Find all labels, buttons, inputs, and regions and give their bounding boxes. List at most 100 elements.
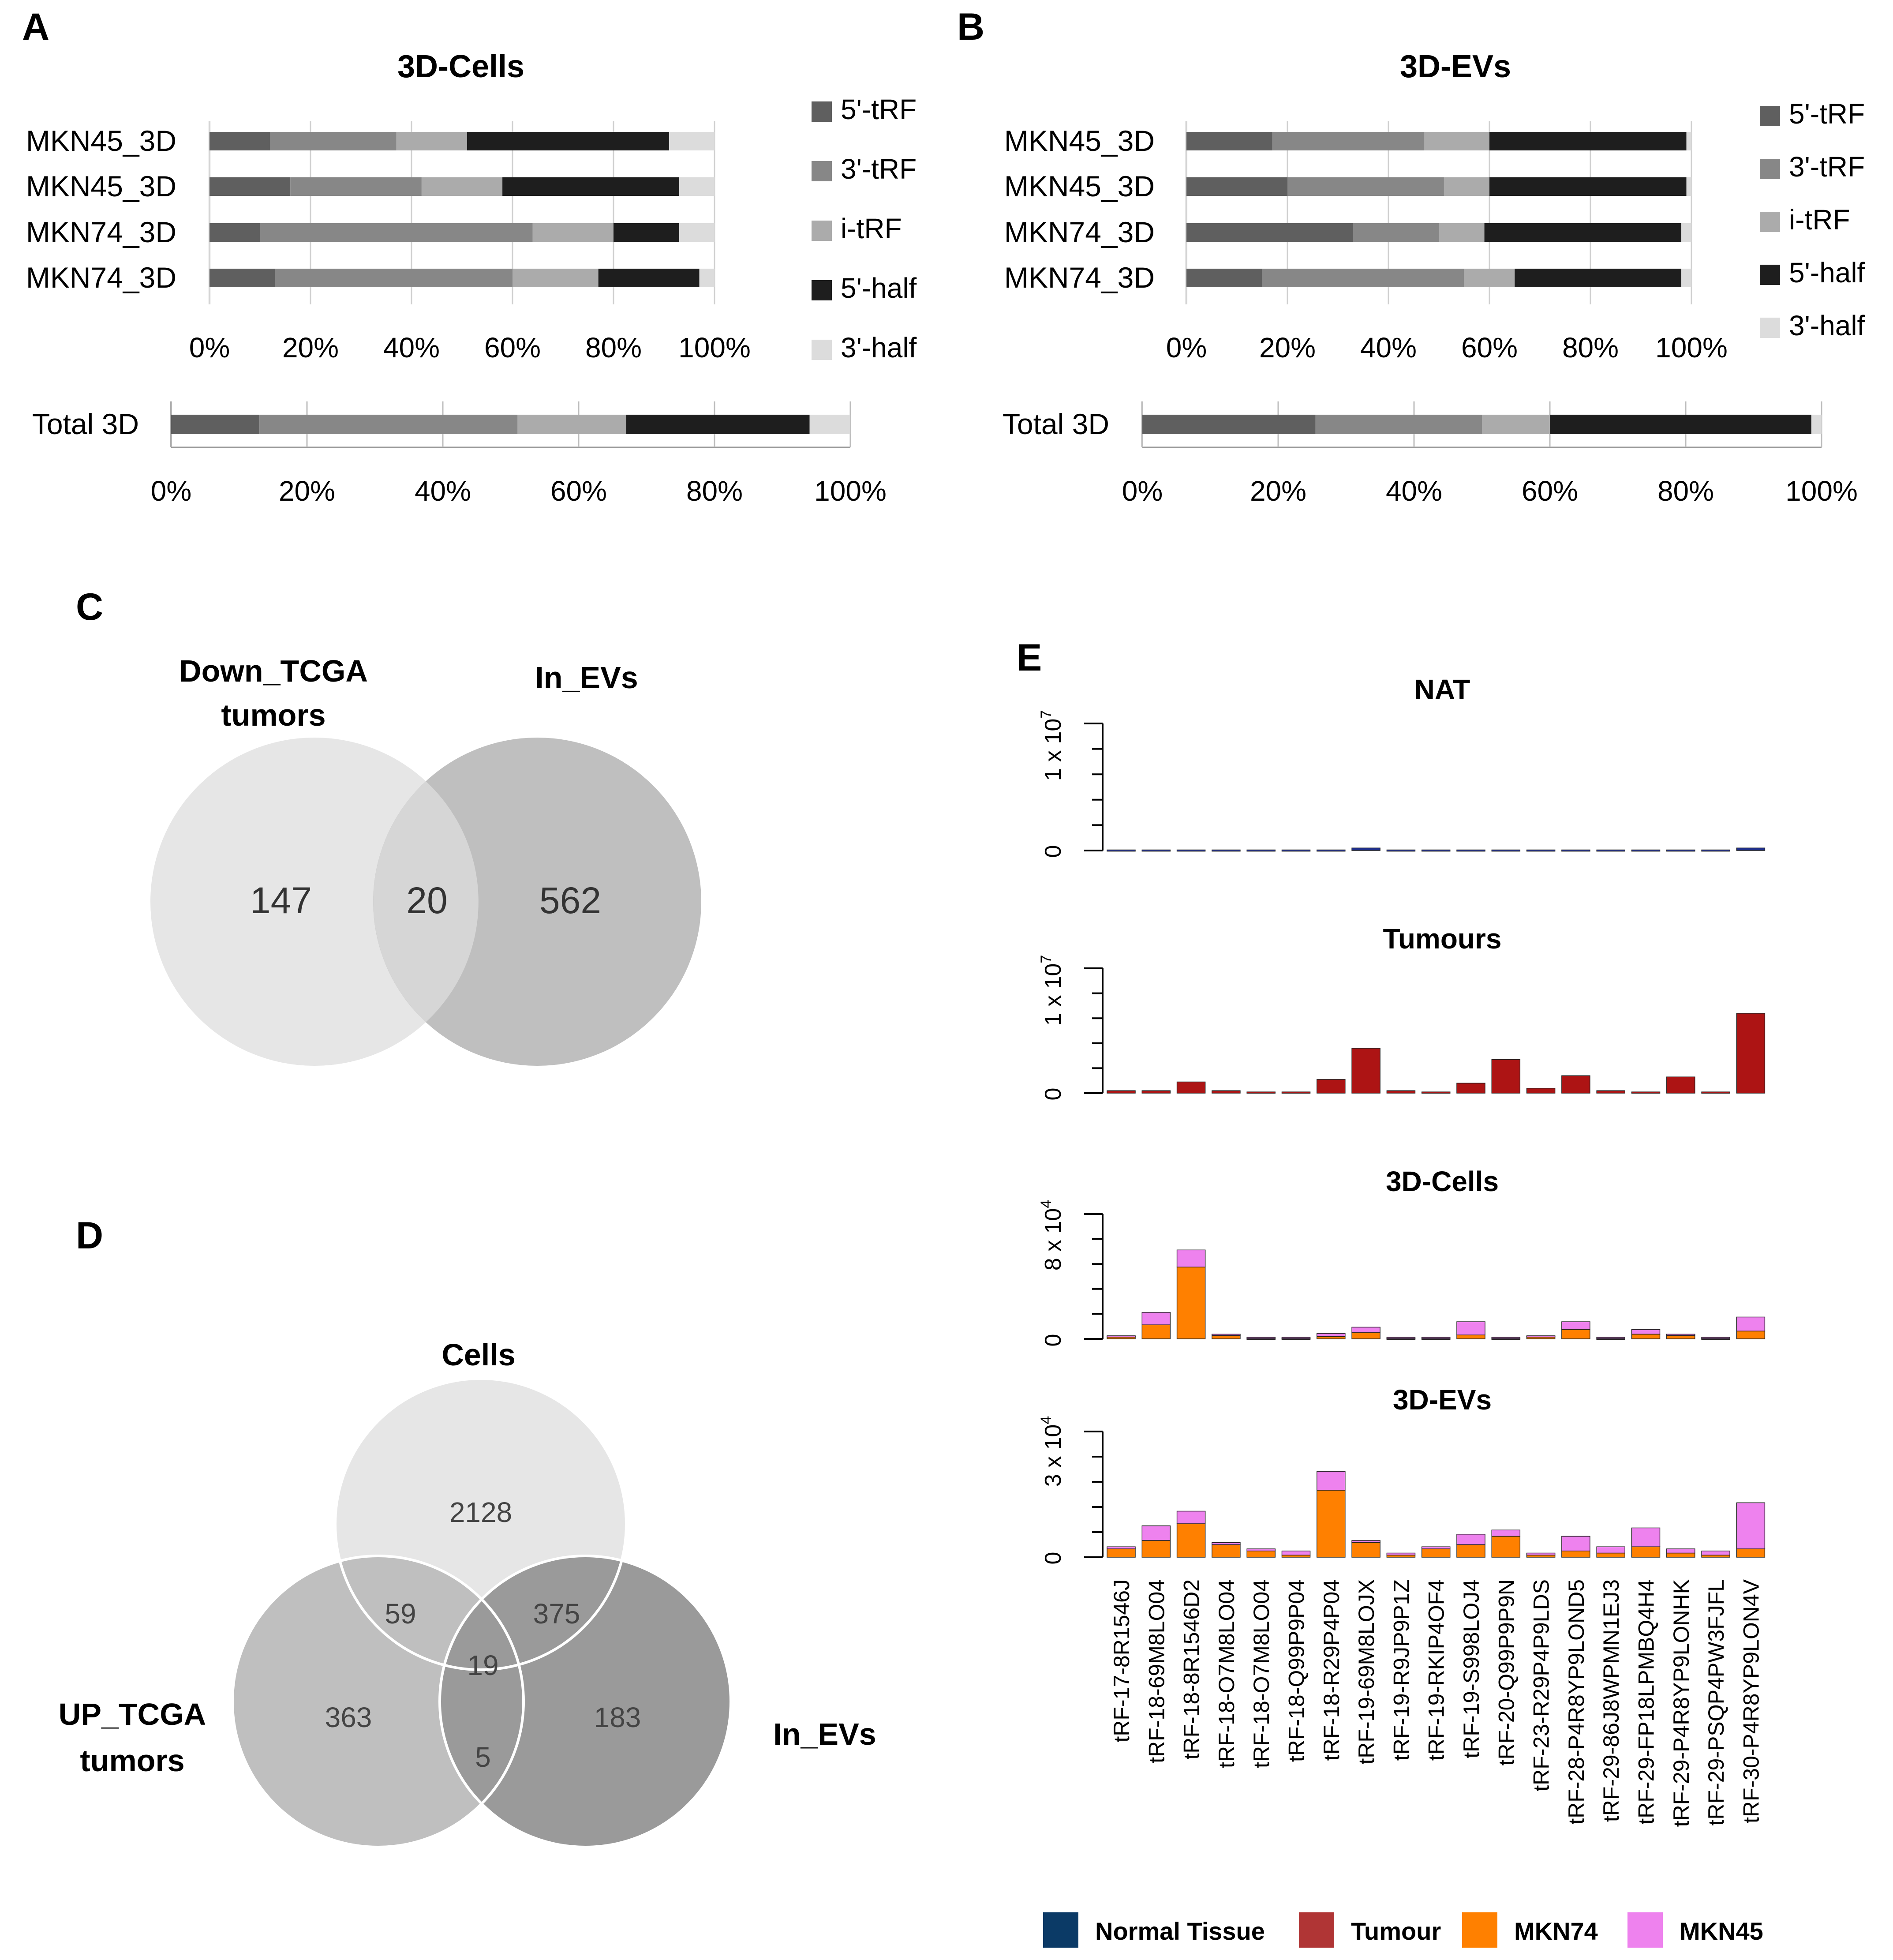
bar-segment [1176,1249,1206,1268]
total-tick-label: 100% [1785,475,1858,507]
bar-segment [1631,1527,1661,1547]
x-tick-label: 100% [678,332,751,364]
bar-segment [1686,177,1691,196]
bar-segment [1212,1544,1241,1558]
bar-segment [467,132,669,150]
legend-label: 3'-tRF [841,153,917,185]
x-category-label: tRF-19-R9JP9P1Z [1389,1579,1414,1761]
total-bar-segment [1142,415,1316,434]
bar-segment [1456,1083,1485,1094]
panel-3d-cells: 3D-Cells 0 8 x 104 [1038,1166,1766,1346]
bar-segment [1561,1321,1590,1330]
y-tick-label-max: 1 x 107 [1038,710,1066,781]
bar-segment [1701,1091,1730,1094]
panel-title: NAT [1414,674,1470,705]
panel-label-c: C [76,586,103,628]
bar-segment [1681,269,1691,287]
x-tick-label: 0% [189,332,230,364]
venn-c-set1-label-line2: tumors [221,698,325,732]
bar-segment [1666,849,1695,852]
bar-segment [1456,1321,1485,1335]
category-label: MKN45_3D [26,170,176,202]
bar-segment [1421,1337,1451,1339]
bar-segment [1596,1552,1625,1558]
x-category-label: tRF-18-Q99P9P04 [1284,1579,1309,1762]
y-tick-label-max: 3 x 104 [1038,1416,1066,1487]
bar-segment [1351,1332,1380,1339]
x-category-label: tRF-30-P4R8YP9LON4V [1739,1579,1763,1823]
bar-segment [679,223,715,242]
bar-segment [1561,1329,1590,1339]
bar-segment [1281,849,1311,852]
legend-label: 3'-half [1789,310,1865,341]
panel-label-d: D [76,1214,103,1257]
bar-segment [1141,1090,1171,1094]
bar-segment [1186,177,1287,196]
bar-segment [1515,269,1682,287]
bar-segment [210,132,270,150]
bar-segment [1631,1091,1661,1094]
legend-swatch [1043,1912,1078,1948]
bar-segment [1107,1090,1136,1094]
bar-segment [1351,1540,1380,1543]
bar-segment [1287,177,1444,196]
bar-segment [1212,1090,1241,1094]
bar-segment [1736,1502,1766,1549]
venn-d-count-center: 19 [467,1649,498,1681]
bar-segment [669,132,715,150]
bar-segment [1596,849,1625,852]
venn-d-count-right: 183 [594,1701,641,1733]
y-tick-label-zero: 0 [1040,1088,1066,1101]
bar-segment [1186,132,1272,150]
bar-segment [1526,1552,1556,1555]
total-tick-label: 80% [686,475,743,507]
venn-d-count-left-right: 5 [475,1741,491,1773]
legend-swatch [1462,1912,1497,1948]
bar-segment [1176,1523,1206,1558]
bar-segment [1456,1544,1485,1558]
x-tick-label: 60% [484,332,541,364]
x-category-label: tRF-29-P4R8YP9LONHK [1669,1579,1694,1827]
bar-segment [1212,849,1241,852]
total-tick-label: 60% [550,475,607,507]
bar-segment [1272,132,1424,150]
bar-segment [1736,1013,1766,1094]
total-tick-label: 80% [1657,475,1714,507]
bar-segment [699,269,715,287]
legend-swatch [812,280,832,300]
bar-segment [1489,177,1687,196]
bar-segment [1561,1551,1590,1558]
bar-segment [1386,1090,1416,1094]
bar-segment [1107,1546,1136,1549]
legend-swatch [1627,1912,1663,1948]
bar-segment [270,132,397,150]
bar-segment [1421,1091,1451,1094]
bar-segment [1176,1081,1206,1094]
total-bar-segment [626,415,810,434]
bar-segment [1666,1076,1695,1094]
x-tick-label: 80% [585,332,642,364]
bar-segment [1317,849,1346,852]
bar-segment [1736,847,1766,851]
legend-swatch [812,101,832,122]
bar-segment [260,223,533,242]
chart-title: 3D-Cells [397,49,524,84]
total-tick-label: 0% [151,475,192,507]
bar-segment [1666,1334,1695,1336]
bar-segment [396,132,467,150]
bar-segment [1736,1316,1766,1332]
bar-segment [1176,1267,1206,1339]
bar-segment [1491,1337,1521,1339]
legend-label: 3'-tRF [1789,151,1865,183]
total-tick-label: 20% [1250,475,1306,507]
bar-segment [1484,223,1682,242]
venn-d-left-label-line2: tumors [80,1743,184,1778]
bar-segment [1353,223,1439,242]
bar-segment [1421,1548,1451,1558]
bar-segment [1262,269,1464,287]
x-tick-label: 40% [383,332,440,364]
x-category-label: tRF-20-Q99P9P9N [1494,1579,1519,1765]
category-label: MKN74_3D [26,216,176,248]
bar-segment [614,223,679,242]
x-category-label: tRF-18-O7M8LO04 [1214,1579,1239,1768]
